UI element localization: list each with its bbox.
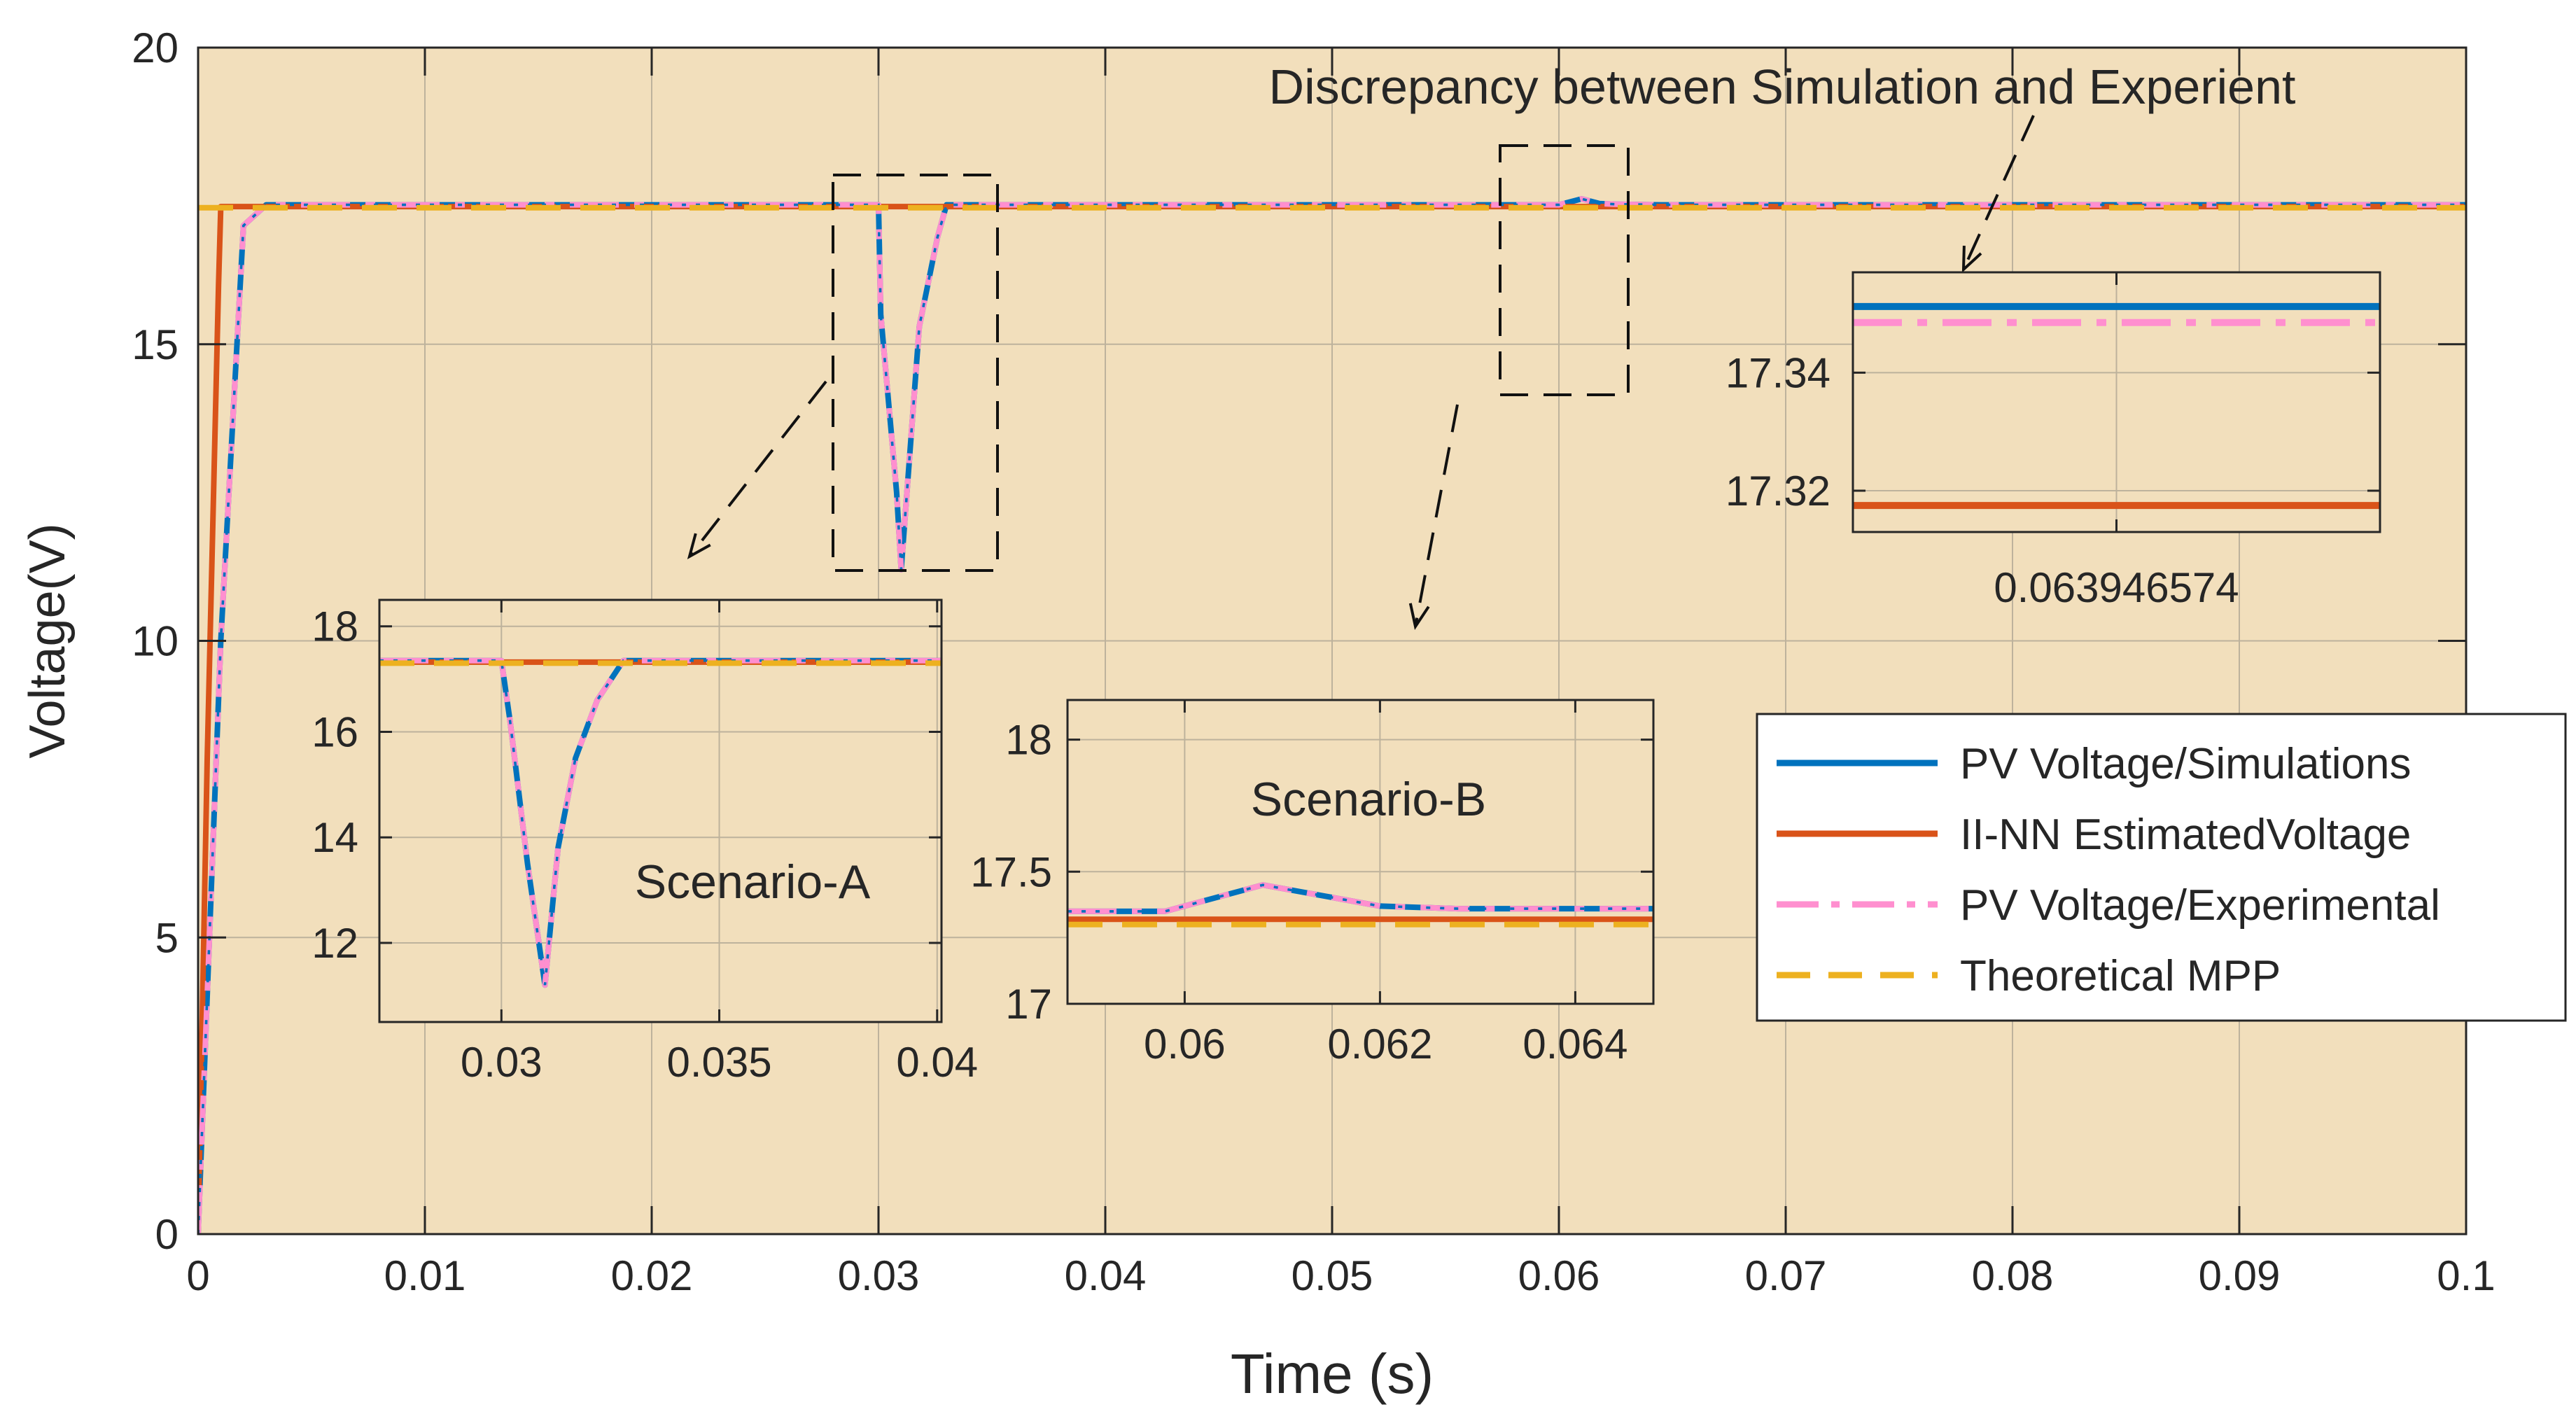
inset_b-ytick-label-0: 17 <box>1005 981 1052 1028</box>
inset_c-ytick-label-0: 17.32 <box>1726 468 1830 514</box>
discrepancy-annotation: Discrepancy between Simulation and Exper… <box>1269 59 2296 114</box>
main-xtick-label-7: 0.07 <box>1745 1252 1827 1299</box>
zoom-arrow-b <box>1408 404 1459 631</box>
main-xtick-label-8: 0.08 <box>1972 1252 2054 1299</box>
legend-label-experimental: PV Voltage/Experimental <box>1960 881 2440 930</box>
legend: PV Voltage/Simulations II-NN EstimatedVol… <box>1756 713 2567 1022</box>
inset_c-xtick-label-0: 0.063946574 <box>1994 564 2239 611</box>
inset-b-panel: 0.06 0.062 0.064 17 17.5 18 <box>970 699 1655 1068</box>
main-ytick-label-3: 15 <box>132 321 178 368</box>
zoom-arrow-a <box>687 380 827 560</box>
inset_a-xtick-label-0: 0.03 <box>461 1039 542 1086</box>
main-xtick-label-6: 0.06 <box>1518 1252 1600 1299</box>
legend-label-estimated: II-NN EstimatedVoltage <box>1960 811 2411 859</box>
main-ytick-label-0: 0 <box>155 1211 178 1258</box>
inset_a-ytick-label-2: 16 <box>312 708 358 755</box>
main-xtick-label-1: 0.01 <box>384 1252 466 1299</box>
main-xtick-label-3: 0.03 <box>838 1252 920 1299</box>
zoom-arrow-c <box>1961 115 2035 273</box>
main-xtick-label-5: 0.05 <box>1292 1252 1373 1299</box>
inset_b-xtick-label-2: 0.064 <box>1522 1021 1628 1068</box>
main-xtick-label-9: 0.09 <box>2199 1252 2281 1299</box>
main-xtick-label-10: 0.1 <box>2437 1252 2495 1299</box>
scenario-a-label: Scenario-A <box>635 855 871 909</box>
inset_b-xtick-label-0: 0.06 <box>1144 1021 1226 1068</box>
inset_a-ytick-label-1: 14 <box>312 814 358 861</box>
main-xtick-label-0: 0 <box>186 1252 209 1299</box>
main-xtick-label-4: 0.04 <box>1065 1252 1147 1299</box>
inset-a-panel: 0.03 0.035 0.04 12 14 16 18 <box>312 598 978 1086</box>
inset_b-frame <box>1066 699 1655 1005</box>
main-xtick-label-2: 0.02 <box>611 1252 693 1299</box>
inset_b-xtick-label-1: 0.062 <box>1327 1021 1432 1068</box>
inset_a-plot-area <box>379 600 941 1022</box>
inset-c-panel: 0.063946574 17.32 17.34 <box>1726 271 2381 611</box>
inset_a-frame <box>378 598 943 1023</box>
inset_a-xtick-label-2: 0.04 <box>896 1039 978 1086</box>
zoom-box-b <box>1499 144 1630 396</box>
main-ytick-label-4: 20 <box>132 24 178 71</box>
zoom-box-a <box>832 174 999 572</box>
main-ytick-label-1: 5 <box>155 914 178 961</box>
inset_a-ytick-label-0: 12 <box>312 920 358 967</box>
scenario-b-label: Scenario-B <box>1251 773 1486 826</box>
inset_a-ytick-label-3: 18 <box>312 603 358 650</box>
inset_b-plot-area <box>1068 700 1653 1004</box>
zoom-markers <box>687 115 2035 631</box>
inset_a-xtick-label-1: 0.035 <box>666 1039 771 1086</box>
inset_a-series-experimental-overlay <box>379 659 941 986</box>
legend-label-theoretical: Theoretical MPP <box>1960 952 2281 1000</box>
annotation-layer: Discrepancy between Simulation and Exper… <box>635 59 2296 909</box>
inset_b-ytick-label-1: 17.5 <box>970 848 1052 895</box>
inset_b-series-experimental <box>1068 882 1653 914</box>
inset_c-ytick-label-1: 17.34 <box>1726 349 1830 396</box>
main-ytick-label-2: 10 <box>132 618 178 665</box>
main-series-experimental <box>198 196 2466 1234</box>
legend-label-simulation: PV Voltage/Simulations <box>1960 740 2412 788</box>
x-axis-title: Time (s) <box>1231 1343 1434 1405</box>
y-axis-title: Voltage(V) <box>20 523 76 758</box>
inset_b-ytick-label-2: 18 <box>1005 717 1052 764</box>
